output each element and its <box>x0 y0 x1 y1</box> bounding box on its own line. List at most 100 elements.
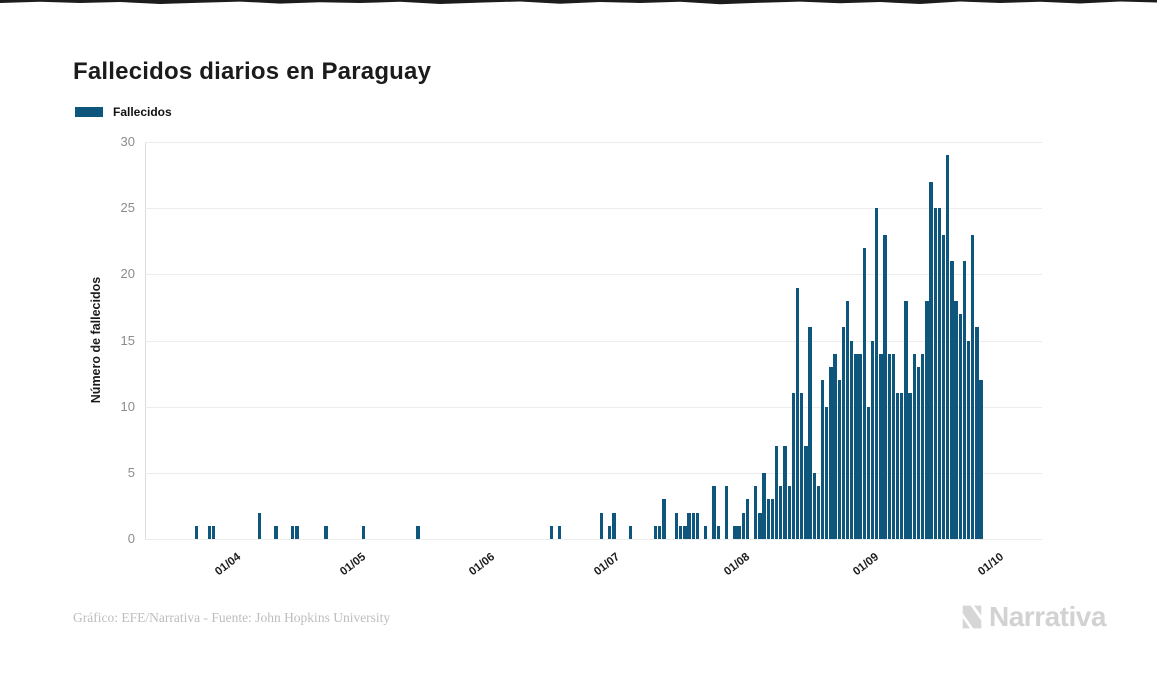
bar <box>804 446 808 539</box>
bar <box>925 300 929 539</box>
bar <box>887 353 891 539</box>
bar <box>808 327 812 539</box>
bar <box>716 525 720 539</box>
x-tick-label: 01/06 <box>467 551 498 579</box>
bar <box>962 261 967 539</box>
bar <box>608 525 612 539</box>
bar <box>837 380 841 539</box>
bar <box>291 525 295 539</box>
gridline <box>145 539 1042 540</box>
bar <box>941 234 946 539</box>
bar <box>854 353 858 539</box>
bar <box>946 155 950 539</box>
chart-title: Fallecidos diarios en Paraguay <box>73 58 432 86</box>
bar <box>904 300 908 539</box>
bar <box>758 512 762 539</box>
bar <box>695 512 700 539</box>
legend-swatch-icon <box>75 107 103 117</box>
bar <box>908 393 912 539</box>
bar <box>783 446 787 539</box>
bar <box>883 234 887 539</box>
bar <box>691 512 695 539</box>
bar <box>800 393 804 539</box>
bar <box>929 181 933 539</box>
bar <box>766 499 770 539</box>
bar <box>954 300 958 539</box>
bar <box>211 525 216 539</box>
legend-label: Fallecidos <box>113 105 172 119</box>
x-tick-label: 01/09 <box>851 551 882 579</box>
bar <box>950 261 954 539</box>
bar <box>879 353 883 539</box>
bar <box>274 525 278 539</box>
bar <box>829 366 833 539</box>
bar <box>966 340 971 539</box>
y-tick-label: 10 <box>120 398 135 414</box>
gridline <box>145 340 1042 342</box>
bar <box>416 525 420 539</box>
bar <box>816 486 821 539</box>
bar <box>912 353 916 539</box>
gridline <box>145 274 1042 276</box>
bar <box>979 380 983 539</box>
bar <box>845 300 850 539</box>
bar <box>774 446 779 539</box>
bar <box>870 340 875 539</box>
plot-area <box>145 142 1042 540</box>
bar <box>549 525 554 539</box>
bar <box>791 393 795 539</box>
bar <box>195 525 199 539</box>
gridline <box>145 472 1042 474</box>
bar <box>733 525 737 539</box>
bar <box>207 525 211 539</box>
bar <box>787 486 791 539</box>
x-axis-tick-labels: 01/04 01/05 01/06 01/07 01/08 01/09 01/10 <box>145 539 1042 599</box>
bar <box>862 247 866 539</box>
bar <box>921 353 925 539</box>
gridline <box>145 208 1042 210</box>
y-tick-label: 25 <box>120 200 135 216</box>
bar <box>683 525 687 539</box>
legend: Fallecidos <box>75 105 172 119</box>
bar <box>712 486 716 539</box>
y-tick-label: 15 <box>120 332 135 348</box>
bar <box>933 208 937 539</box>
bar <box>324 525 328 539</box>
x-tick-label: 01/04 <box>212 551 243 579</box>
x-tick-label: 01/10 <box>976 551 1007 579</box>
x-tick-label: 01/08 <box>721 551 752 579</box>
y-tick-label: 30 <box>120 134 135 149</box>
bar <box>662 499 666 539</box>
x-tick-label: 01/05 <box>338 551 369 579</box>
y-tick-label: 20 <box>120 266 135 282</box>
bar <box>704 525 708 539</box>
bar <box>737 525 741 539</box>
bar <box>754 486 758 539</box>
bar <box>612 512 616 539</box>
bar <box>674 512 679 539</box>
bar <box>679 525 683 539</box>
gridline <box>145 406 1042 408</box>
bar <box>812 472 816 539</box>
bar <box>654 525 658 539</box>
bar-series <box>145 142 1042 539</box>
gridline <box>145 142 1042 143</box>
bar <box>833 353 837 539</box>
bar <box>958 314 962 539</box>
bar <box>295 525 299 539</box>
bar <box>900 393 904 539</box>
source-credit: Gráfico: EFE/Narrativa - Fuente: John Ho… <box>73 610 391 625</box>
bar <box>599 512 604 539</box>
bar <box>971 234 975 539</box>
bar <box>795 287 800 539</box>
torn-edge-decoration <box>0 0 1157 5</box>
x-tick-label: 01/07 <box>592 551 623 579</box>
bar <box>858 353 862 539</box>
narrativa-n-icon <box>962 605 982 629</box>
bar <box>841 327 846 539</box>
bar <box>741 512 745 539</box>
y-tick-label: 5 <box>127 464 135 480</box>
bar <box>762 472 766 539</box>
bar <box>687 512 691 539</box>
bar <box>891 353 896 539</box>
